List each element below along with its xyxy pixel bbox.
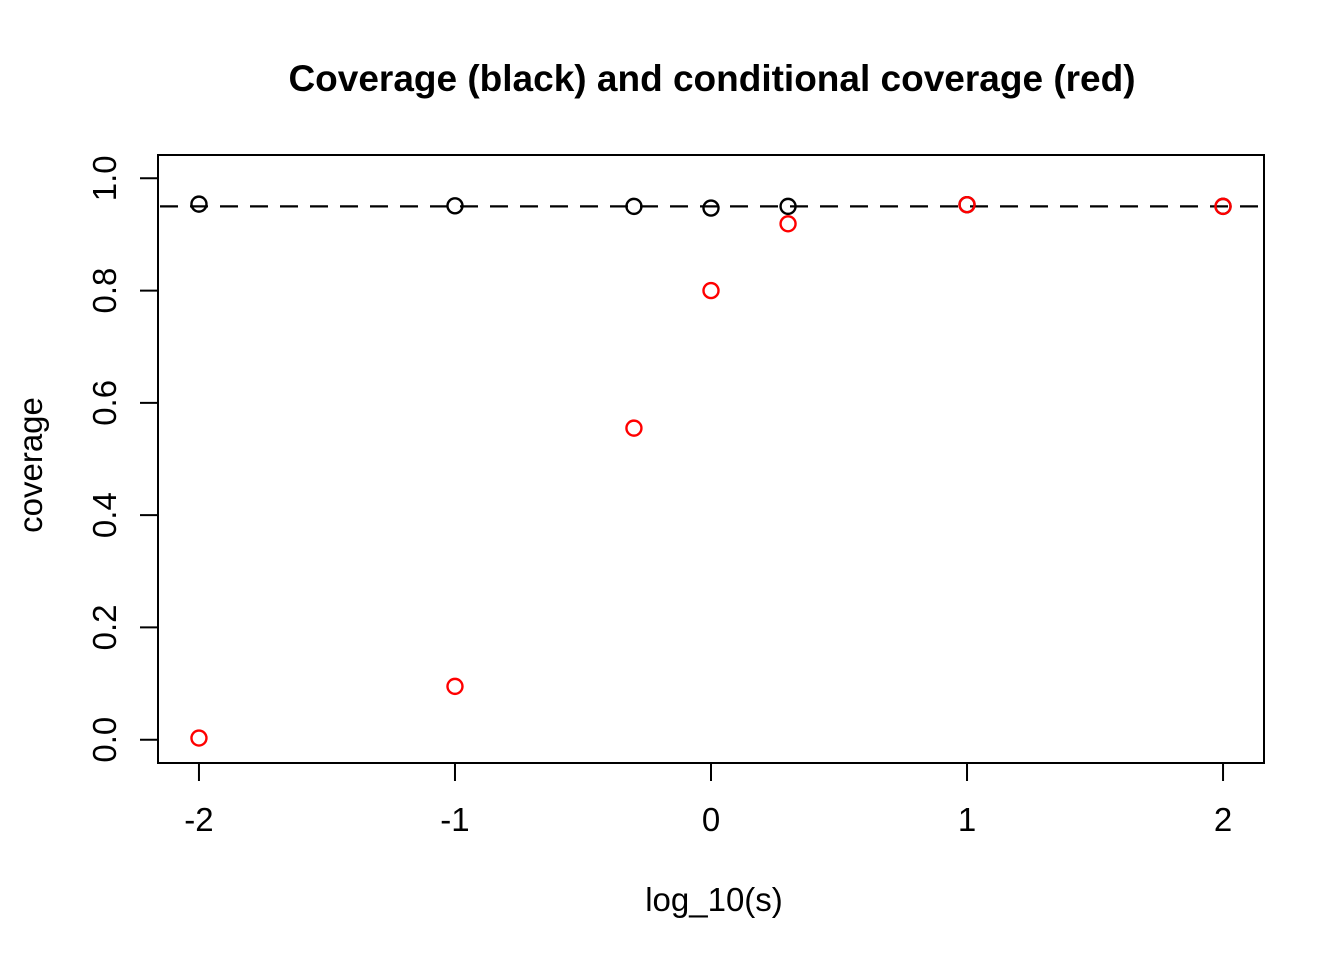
x-tick-label: 1: [958, 801, 976, 838]
data-point-conditional-coverage: [1214, 197, 1232, 216]
y-tick-label: 0.0: [86, 717, 123, 763]
x-tick-label: -2: [184, 801, 213, 838]
x-tick-label: 2: [1214, 801, 1232, 838]
data-point-conditional-coverage: [779, 215, 797, 233]
chart-title: Coverage (black) and conditional coverag…: [288, 58, 1135, 99]
y-tick-label: 0.4: [86, 492, 123, 538]
data-point-conditional-coverage: [190, 729, 208, 747]
y-tick-label: 0.6: [86, 380, 123, 426]
data-point-conditional-coverage: [702, 281, 720, 300]
x-axis-title: log_10(s): [645, 881, 783, 918]
y-tick-label: 1.0: [86, 155, 123, 201]
x-axis: -2 -1 0 1 2: [184, 763, 1232, 838]
data-point-coverage: [702, 199, 720, 217]
plot-border-box: [157, 154, 1265, 764]
y-axis: 0.0 0.2 0.4 0.6 0.8 1.0: [86, 155, 158, 763]
data-point-conditional-coverage: [625, 419, 643, 437]
y-tick-label: 0.8: [86, 268, 123, 314]
data-points: [190, 195, 1232, 747]
data-point-conditional-coverage: [958, 195, 976, 214]
data-point-coverage: [625, 197, 643, 216]
data-point-coverage: [779, 197, 797, 216]
data-point-conditional-coverage: [446, 677, 464, 696]
y-tick-label: 0.2: [86, 604, 123, 650]
x-tick-label: 0: [702, 801, 720, 838]
data-point-coverage: [446, 197, 464, 215]
y-axis-title: coverage: [12, 397, 49, 533]
data-point-coverage: [190, 195, 208, 213]
x-tick-label: -1: [440, 801, 469, 838]
